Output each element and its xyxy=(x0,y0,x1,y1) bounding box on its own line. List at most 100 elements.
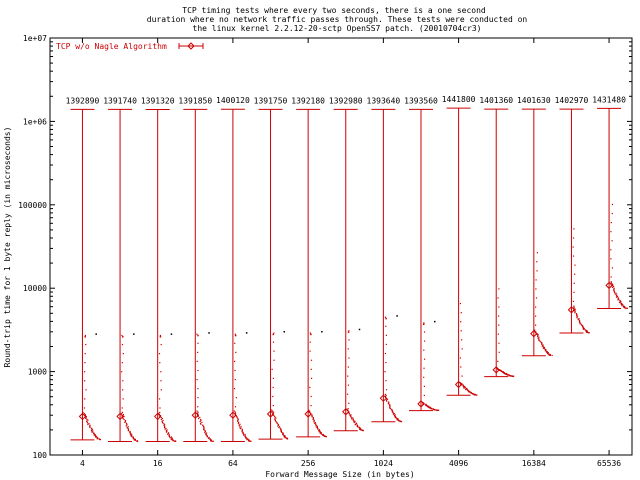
mean-marker xyxy=(567,306,576,314)
sample-dot xyxy=(497,333,499,335)
sample-dot xyxy=(84,414,86,416)
chart-title-line-2: duration where no network traffic passes… xyxy=(147,15,528,24)
sample-dot xyxy=(322,434,324,437)
sample-dot xyxy=(623,305,626,308)
axis-ticks: 4 16 64 256 1024 4096 16384 65536 100 1000 10000 10… xyxy=(18,34,632,468)
sample-dot xyxy=(431,408,433,410)
sample-dot xyxy=(168,435,171,438)
sample-dot xyxy=(271,414,273,416)
sample-dot xyxy=(614,293,616,295)
outlier-dot xyxy=(197,334,199,337)
sample-dot xyxy=(348,357,350,359)
sample-dot xyxy=(203,428,205,430)
sample-dot xyxy=(234,414,236,417)
sample-dot xyxy=(511,375,513,377)
sample-dot xyxy=(434,409,436,411)
sample-dot xyxy=(89,424,91,426)
sample-dot xyxy=(572,237,575,239)
sample-dot xyxy=(350,416,352,418)
sample-dot xyxy=(610,231,612,233)
sample-dot xyxy=(204,431,206,433)
sample-dot xyxy=(319,431,321,433)
outlier-dot xyxy=(159,336,162,338)
plot-frame xyxy=(49,37,633,456)
sample-dot xyxy=(460,321,462,323)
sample-dot xyxy=(322,433,324,436)
sample-dot xyxy=(511,375,513,377)
outlier-dot-black xyxy=(208,332,210,334)
sample-dot xyxy=(535,279,537,281)
sample-dot xyxy=(203,427,205,430)
sample-dot xyxy=(583,327,585,329)
sample-dot xyxy=(99,439,101,441)
sample-dot xyxy=(212,440,214,442)
sample-dot xyxy=(574,264,576,266)
sample-dot xyxy=(399,420,401,423)
sample-dot xyxy=(587,332,589,334)
sample-dot xyxy=(387,403,389,405)
x-tick-label-6: 16384 xyxy=(522,459,546,468)
data-label-11: 1401360 xyxy=(479,96,513,105)
sample-dot xyxy=(437,409,439,412)
data-label-2: 1391320 xyxy=(141,96,175,105)
sample-dot xyxy=(159,414,162,417)
sample-dot xyxy=(89,425,91,427)
sample-dot xyxy=(460,312,462,314)
sample-dot xyxy=(386,398,388,400)
sample-dot xyxy=(84,353,86,355)
sample-dot xyxy=(313,419,315,421)
sample-dot xyxy=(127,426,129,428)
sample-dot xyxy=(280,430,282,432)
sample-dot xyxy=(396,417,398,420)
sample-dot xyxy=(233,410,235,412)
sample-dot xyxy=(130,435,132,437)
sample-dot xyxy=(84,380,86,382)
sample-dot xyxy=(549,354,551,357)
sample-dot xyxy=(538,339,540,341)
sample-dot xyxy=(394,414,396,416)
sample-dot xyxy=(384,396,387,398)
sample-dot xyxy=(158,353,161,355)
sample-dot xyxy=(86,421,88,423)
sample-dot xyxy=(131,433,133,435)
sample-dot xyxy=(275,417,277,419)
sample-dot xyxy=(621,305,623,307)
sample-dot xyxy=(384,352,387,355)
sample-dot xyxy=(124,420,127,423)
sample-dot xyxy=(361,429,363,431)
sample-dot xyxy=(310,395,312,398)
sample-dot xyxy=(385,334,387,336)
sample-dot xyxy=(387,401,390,403)
sample-dot xyxy=(203,426,205,428)
sample-dot xyxy=(537,337,539,339)
sample-dot xyxy=(536,261,538,263)
sample-dot xyxy=(610,249,612,251)
series-point-13: 1402970 xyxy=(555,96,590,334)
sample-dot xyxy=(347,348,349,350)
sample-dot xyxy=(159,362,161,364)
sample-dot xyxy=(197,406,199,408)
sample-dot xyxy=(389,405,391,407)
mean-marker xyxy=(116,412,124,421)
sample-dot xyxy=(347,408,349,410)
sample-dot xyxy=(171,439,174,441)
sample-dot xyxy=(283,435,286,437)
sample-dot xyxy=(313,420,315,422)
series-point-9: 1393560 xyxy=(404,96,440,412)
sample-dot xyxy=(582,327,585,329)
sample-dot xyxy=(91,431,93,433)
sample-dot xyxy=(278,426,281,428)
chart-title: TCP timing tests where every two seconds… xyxy=(147,6,528,33)
sample-dot xyxy=(501,370,503,373)
sample-dot xyxy=(166,433,169,435)
sample-dot xyxy=(317,427,319,429)
sample-dot xyxy=(535,297,538,299)
sample-dot xyxy=(498,324,500,326)
outlier-dot-black xyxy=(245,332,248,334)
sample-dot xyxy=(122,414,124,417)
data-label-0: 1392890 xyxy=(66,96,100,105)
sample-dot xyxy=(625,307,627,309)
sample-dot xyxy=(384,371,386,373)
series-point-11: 1401360 xyxy=(479,96,515,378)
